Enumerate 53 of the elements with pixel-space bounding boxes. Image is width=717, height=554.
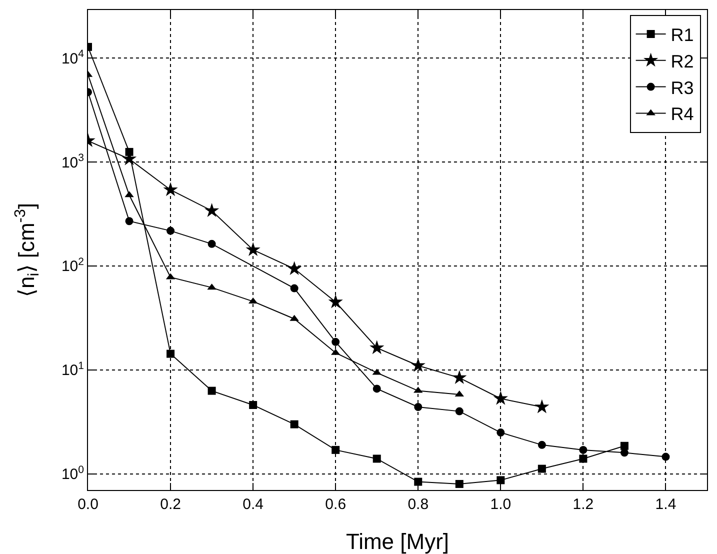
point <box>249 401 258 409</box>
point <box>332 446 340 454</box>
x-tick-label: 1.2 <box>572 496 594 513</box>
x-tick-label: 1.4 <box>655 496 676 513</box>
legend-label: R1 <box>670 25 694 46</box>
point <box>496 428 505 437</box>
y-tick-label: 10$^{3}$ <box>61 152 84 172</box>
point <box>579 446 588 454</box>
x-axis-title: Time [Myr] <box>346 529 450 554</box>
point <box>204 203 220 217</box>
legend-label: R4 <box>670 104 694 124</box>
point <box>372 454 381 463</box>
y-tick-label: 10$^{0}$ <box>61 464 84 484</box>
point <box>290 284 298 292</box>
point <box>538 464 546 473</box>
point <box>493 390 508 405</box>
point <box>163 182 178 196</box>
y-tick-label: 10$^{1}$ <box>61 360 84 380</box>
point <box>208 240 216 248</box>
point <box>620 442 628 450</box>
point <box>370 340 384 354</box>
x-tick-label: 0.0 <box>78 496 98 513</box>
y-tick-label: 10$^{4}$ <box>61 48 84 68</box>
point <box>372 384 381 393</box>
point <box>455 480 464 488</box>
point <box>538 440 546 449</box>
point <box>125 217 134 226</box>
point <box>166 350 175 358</box>
x-tick-label: 0.2 <box>160 496 181 513</box>
point <box>662 452 670 461</box>
legend-label: R2 <box>670 51 694 72</box>
point <box>332 338 340 346</box>
point <box>414 403 422 412</box>
point <box>410 358 426 372</box>
y-tick-label: 10$^{2}$ <box>61 256 84 276</box>
point <box>287 261 302 276</box>
point <box>534 399 550 414</box>
point <box>455 407 464 416</box>
x-tick-label: 0.8 <box>408 496 429 513</box>
point <box>496 476 505 484</box>
point <box>290 420 298 428</box>
x-tick-label: 0.6 <box>325 496 346 513</box>
point <box>246 242 260 256</box>
point <box>452 370 467 384</box>
point <box>208 386 216 395</box>
point <box>328 294 343 308</box>
x-tick-label: 0.4 <box>242 496 264 513</box>
x-tick-label: 1.0 <box>490 496 512 513</box>
point <box>166 226 175 235</box>
point <box>579 454 588 463</box>
point <box>620 448 628 457</box>
legend-label: R3 <box>670 78 694 98</box>
point <box>414 478 422 486</box>
